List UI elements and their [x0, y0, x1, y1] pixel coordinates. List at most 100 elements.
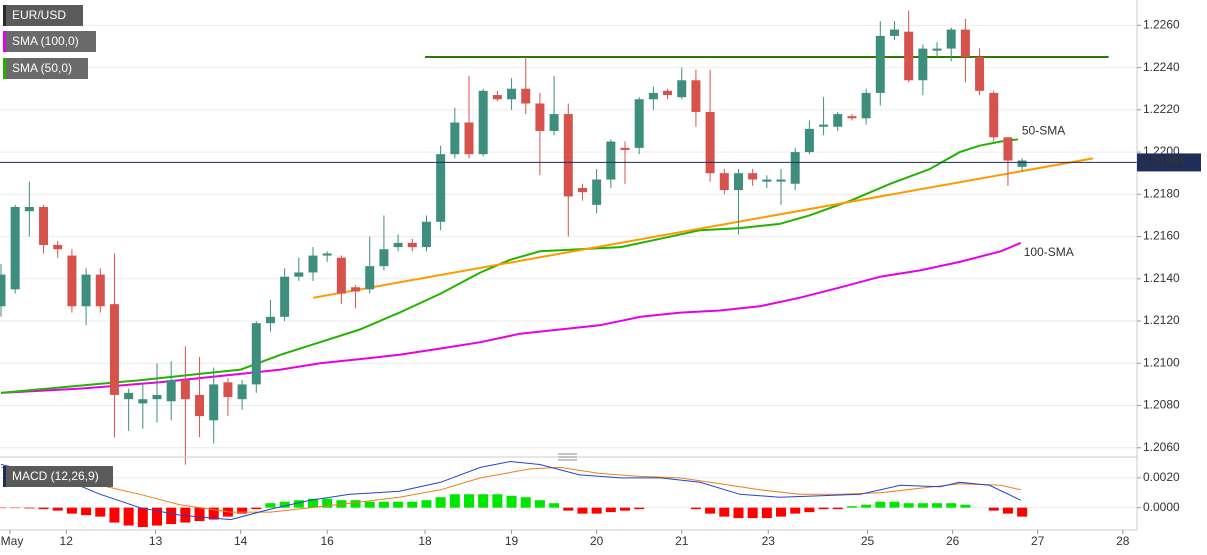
histogram-bar	[591, 507, 602, 514]
histogram-bar	[846, 506, 857, 508]
sma-line	[0, 241, 1022, 394]
candle-body	[861, 92, 871, 119]
x-tick-label: 26	[946, 534, 960, 548]
histogram-bar	[265, 503, 276, 508]
candle-body	[577, 187, 587, 193]
histogram-bar	[52, 507, 63, 511]
histogram-bar	[605, 507, 616, 513]
histogram-bar	[194, 507, 205, 522]
y-tick-label: 1.2180	[1143, 186, 1180, 200]
y-tick-label: 0.0000	[1143, 500, 1180, 514]
x-tick-label: May	[1, 534, 24, 548]
candle-body	[251, 323, 261, 385]
candle-body	[663, 90, 673, 96]
histogram-bar	[875, 501, 886, 508]
x-tick-label: 14	[234, 534, 248, 548]
histogram-bar	[620, 507, 631, 511]
candle-body	[351, 287, 361, 292]
y-tick-label: 1.2260	[1143, 18, 1180, 32]
candle-body	[450, 122, 460, 155]
histogram-bar	[861, 504, 872, 508]
histogram-bar	[790, 507, 801, 514]
x-tick-label: 23	[762, 534, 776, 548]
histogram-bar	[364, 501, 375, 508]
candle-body	[0, 274, 6, 307]
candle-body	[691, 80, 701, 112]
candle-body	[989, 92, 999, 138]
line-annotation: 100-SMA	[1024, 245, 1074, 259]
histogram-bar	[1017, 507, 1028, 517]
histogram-bar	[308, 498, 319, 508]
panel-grip	[558, 453, 577, 461]
candle-body	[762, 179, 772, 182]
candle-body	[889, 29, 899, 36]
candle-body	[620, 147, 630, 150]
x-tick-label: 18	[418, 534, 432, 548]
x-tick-label: 27	[1031, 534, 1045, 548]
legend-swatch	[3, 58, 6, 79]
histogram-bar	[705, 507, 716, 514]
candle-body	[81, 274, 91, 307]
histogram-bar	[563, 507, 574, 511]
candle-body	[223, 382, 233, 398]
histogram-bar	[832, 507, 843, 510]
x-tick-label: 13	[149, 534, 163, 548]
histogram-bar	[534, 500, 545, 508]
candle-body	[960, 29, 970, 58]
candle-body	[549, 114, 559, 131]
histogram-bar	[903, 503, 914, 508]
macd-line	[0, 460, 1021, 521]
x-tick-label: 28	[1116, 534, 1130, 548]
candle-body	[677, 80, 687, 98]
histogram-bar	[747, 507, 758, 519]
legend-label: SMA (50,0)	[12, 61, 72, 75]
histogram-bar	[123, 507, 134, 526]
candle-body	[138, 399, 148, 404]
histogram-bar	[506, 495, 517, 508]
candle-body	[521, 88, 531, 104]
legend-box	[3, 31, 96, 52]
histogram-bar	[761, 507, 772, 519]
candle-body	[421, 221, 431, 248]
candle-body	[975, 57, 985, 91]
histogram-bar	[449, 494, 460, 508]
y-tick-label: 1.2160	[1143, 229, 1180, 243]
candle-body	[946, 29, 956, 49]
candle-body	[336, 257, 346, 294]
candle-body	[237, 384, 247, 400]
legend-box	[3, 58, 88, 79]
legend-box	[3, 5, 83, 26]
histogram-bar	[818, 507, 829, 510]
signal-line	[0, 466, 1021, 513]
histogram-bar	[237, 507, 248, 514]
histogram-bar	[577, 507, 588, 514]
candle-body	[53, 245, 63, 250]
candle-body	[748, 173, 758, 180]
candle-body	[294, 272, 304, 277]
x-tick-label: 21	[675, 534, 689, 548]
candle-body	[280, 276, 290, 317]
histogram-bar	[690, 507, 701, 510]
histogram-bar	[889, 501, 900, 508]
candle-body	[535, 103, 545, 131]
histogram-bar	[988, 507, 999, 511]
candle-body	[464, 122, 474, 155]
legend-label: EUR/USD	[12, 8, 66, 22]
histogram-bar	[293, 500, 304, 508]
y-tick-label: 1.2100	[1143, 355, 1180, 369]
trend-line	[312, 157, 1094, 299]
histogram-bar	[733, 507, 744, 519]
histogram-bar	[279, 501, 290, 508]
candle-body	[819, 124, 829, 127]
histogram-bar	[478, 494, 489, 508]
candle-body	[195, 394, 205, 417]
histogram-bar	[634, 507, 645, 510]
candle-body	[733, 173, 743, 191]
histogram-bar	[932, 503, 943, 508]
candle-body	[492, 95, 502, 100]
y-tick-label: 1.2220	[1143, 102, 1180, 116]
candle-body	[308, 255, 318, 273]
candle-body	[705, 111, 715, 174]
legend-box	[3, 466, 113, 487]
